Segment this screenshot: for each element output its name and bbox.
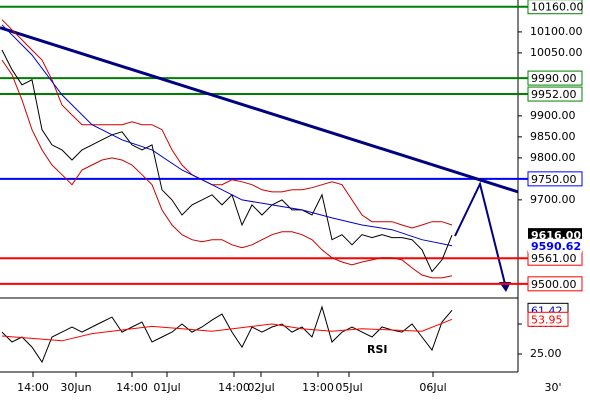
x-tick-label: 30' (544, 381, 561, 394)
series-line (1, 19, 453, 229)
series-line (1, 318, 453, 342)
y-tick-label: 9700.00 (530, 193, 576, 206)
y-tick-label: 10100.00 (530, 25, 583, 38)
price-marker-box (528, 238, 582, 253)
level-box (527, 86, 583, 102)
x-tick-label: 01Jul (153, 381, 180, 394)
x-tick-label: 30Jun (60, 381, 91, 394)
series-line (1, 49, 453, 273)
series-line (1, 59, 453, 279)
x-tick-label: 14:00 (218, 381, 250, 394)
level-box (527, 70, 583, 86)
x-tick-label: 14:00 (17, 381, 49, 394)
y-tick-label: 9800.00 (530, 151, 576, 164)
level-label: 9750.00 (531, 173, 577, 186)
price-marker-label: 9590.62 (531, 240, 581, 253)
rsi-marker-label: 53.95 (531, 313, 563, 326)
x-tick-label: 06Jul (419, 381, 446, 394)
rsi-marker-box (527, 311, 569, 327)
y-tick-label: 9900.00 (530, 109, 576, 122)
price-marker-box (528, 228, 582, 243)
level-label: 9990.00 (531, 72, 577, 85)
level-box (527, 0, 583, 15)
trend-line (0, 26, 519, 194)
level-label: 9952.00 (531, 88, 577, 101)
y-tick-label: 9850.00 (530, 130, 576, 143)
panel-title: RSI (367, 343, 388, 356)
x-tick-label: 13:00 (302, 381, 334, 394)
forecast-arrow (454, 181, 506, 285)
x-tick-label: 14:00 (116, 381, 148, 394)
x-tick-label: 02Jul (247, 381, 274, 394)
level-box (527, 171, 583, 187)
level-label: 9500.00 (531, 278, 577, 291)
y-tick-label: 25.00 (530, 347, 562, 360)
series-line (1, 24, 453, 247)
series-line (1, 305, 453, 364)
level-label: 9561.00 (531, 252, 577, 265)
level-box (527, 276, 583, 292)
level-label: 10160.00 (531, 1, 584, 14)
x-tick-label: 05Jul (335, 381, 362, 394)
y-tick-label: 10050.00 (530, 46, 583, 59)
